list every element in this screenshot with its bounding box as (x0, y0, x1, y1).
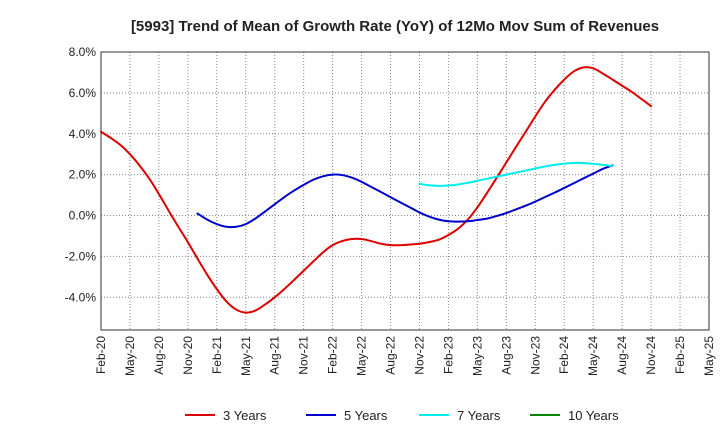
plot-border (100, 51, 710, 331)
y-tick-label: 0.0% (69, 209, 97, 223)
legend: 3 Years 5 Years 7 Years 10 Years (185, 408, 619, 423)
series-line-7-years (418, 161, 614, 187)
axis-layer: 8.0% 6.0% 4.0% 2.0% 0.0% -2.0% -4.0% Feb-20 May-… (65, 45, 716, 376)
legend-label: 10 Years (568, 408, 619, 423)
y-tick-label: 8.0% (69, 45, 97, 59)
x-tick-label: Nov-23 (528, 336, 542, 375)
x-tick-label: Aug-23 (499, 336, 513, 375)
x-tick-label: Feb-21 (210, 336, 224, 374)
x-tick-label: Feb-20 (94, 336, 108, 374)
x-tick-label: May-25 (702, 336, 716, 376)
x-tick-label: Nov-22 (412, 336, 426, 375)
plot-area (101, 52, 709, 330)
x-tick-label: Aug-20 (152, 336, 166, 375)
x-tick-label: May-22 (355, 336, 369, 376)
y-tick-label: -2.0% (65, 249, 97, 263)
x-tick-label: Feb-22 (326, 336, 340, 374)
x-tick-label: May-21 (239, 336, 253, 376)
y-tick-label: -4.0% (65, 290, 97, 304)
legend-label: 3 Years (223, 408, 267, 423)
x-tick-label: May-24 (586, 336, 600, 376)
y-tick-label: 6.0% (69, 86, 97, 100)
chart-title: [5993] Trend of Mean of Growth Rate (YoY… (131, 18, 659, 35)
series-line-5-years (196, 164, 614, 229)
x-tick-label: Nov-24 (644, 336, 658, 375)
x-tick-label: Nov-21 (297, 336, 311, 375)
legend-label: 5 Years (344, 408, 388, 423)
series-layer (100, 66, 653, 314)
x-tick-label: Aug-22 (384, 336, 398, 375)
series-line-3-years (100, 66, 653, 314)
x-tick-label: Feb-23 (441, 336, 455, 374)
x-tick-label: Aug-21 (268, 336, 282, 375)
x-tick-label: Feb-25 (673, 336, 687, 374)
legend-label: 7 Years (457, 408, 501, 423)
y-tick-label: 4.0% (69, 127, 97, 141)
x-tick-label: Feb-24 (557, 336, 571, 374)
x-tick-label: Nov-20 (181, 336, 195, 375)
x-tick-label: May-23 (470, 336, 484, 376)
x-tick-label: Aug-24 (615, 336, 629, 375)
x-tick-label: May-20 (123, 336, 137, 376)
y-tick-label: 2.0% (69, 168, 97, 182)
